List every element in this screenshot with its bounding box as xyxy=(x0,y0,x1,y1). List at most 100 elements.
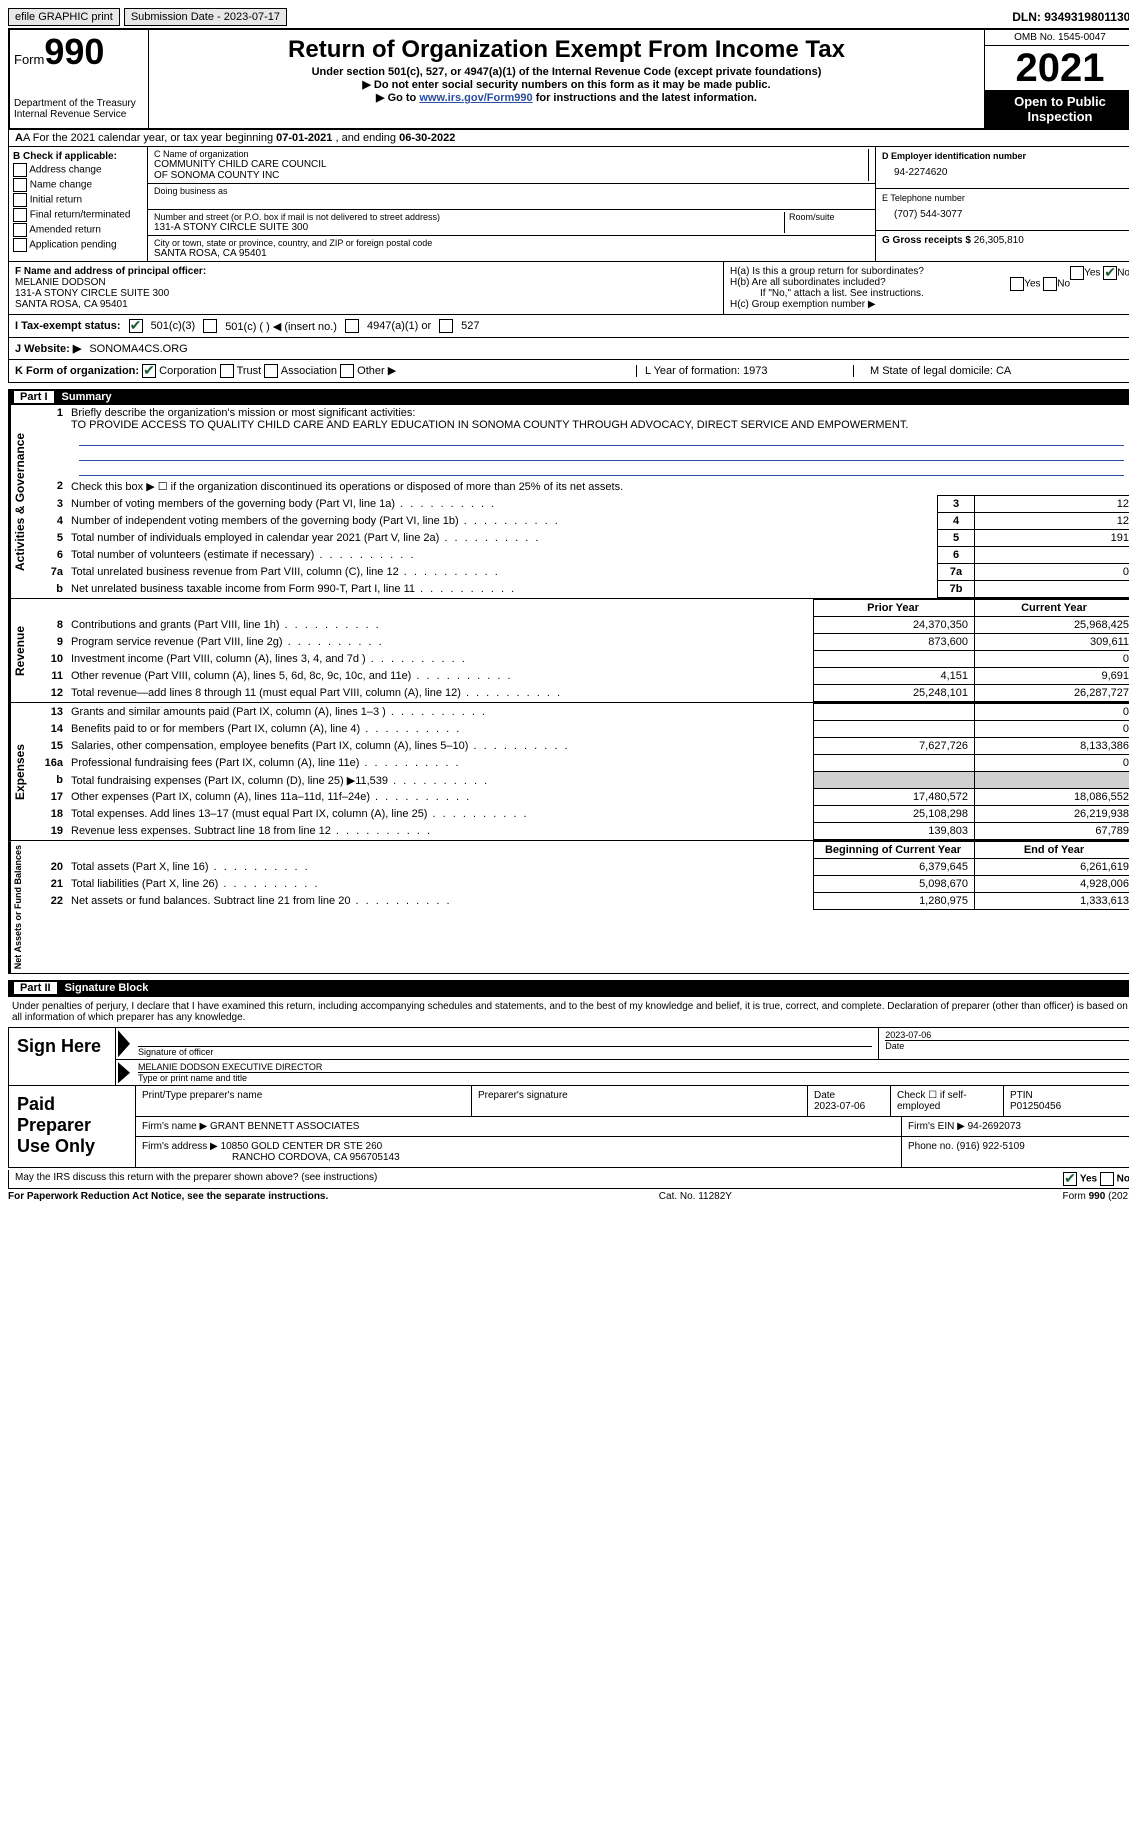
irs-label: Internal Revenue Service xyxy=(14,109,144,120)
typeprint-label: Type or print name and title xyxy=(138,1072,1129,1083)
paid-preparer-block: Paid Preparer Use Only Print/Type prepar… xyxy=(8,1086,1129,1168)
tax-year: 2021 xyxy=(985,46,1129,90)
firm-name: GRANT BENNETT ASSOCIATES xyxy=(210,1121,359,1132)
line-12: 12Total revenue—add lines 8 through 11 (… xyxy=(35,685,1129,702)
arrow-icon xyxy=(118,1062,130,1083)
line-3: 3Number of voting members of the governi… xyxy=(35,496,1129,513)
line-22: 22Net assets or fund balances. Subtract … xyxy=(35,893,1129,910)
cb-corp[interactable] xyxy=(142,364,156,378)
tel-label: E Telephone number xyxy=(882,193,1129,203)
hb-no[interactable] xyxy=(1043,277,1057,291)
line-16a: 16aProfessional fundraising fees (Part I… xyxy=(35,755,1129,772)
cb-address-change[interactable] xyxy=(13,163,27,177)
hdr-prior: Prior Year xyxy=(814,600,975,617)
ha-no[interactable] xyxy=(1103,266,1117,280)
discuss-no[interactable] xyxy=(1100,1172,1114,1186)
city-label: City or town, state or province, country… xyxy=(154,238,869,248)
pp-self-employed: Check ☐ if self-employed xyxy=(891,1086,1004,1116)
line-l: L Year of formation: 1973 xyxy=(636,365,854,377)
sig-date: 2023-07-06 xyxy=(885,1030,1129,1040)
submission-date: Submission Date - 2023-07-17 xyxy=(124,8,287,26)
l1-mission: TO PROVIDE ACCESS TO QUALITY CHILD CARE … xyxy=(71,419,908,431)
line-6: 6Total number of volunteers (estimate if… xyxy=(35,547,1129,564)
side-activities: Activities & Governance xyxy=(9,405,35,598)
line-m: M State of legal domicile: CA xyxy=(862,365,1129,377)
cb-trust[interactable] xyxy=(220,364,234,378)
cb-527[interactable] xyxy=(439,319,453,333)
hb-yes[interactable] xyxy=(1010,277,1024,291)
line-k: K Form of organization: Corporation Trus… xyxy=(8,360,1129,383)
ha-yes[interactable] xyxy=(1070,266,1084,280)
officer-addr2: SANTA ROSA, CA 95401 xyxy=(15,299,128,310)
officer-group-block: F Name and address of principal officer:… xyxy=(8,262,1129,315)
line-7a: 7aTotal unrelated business revenue from … xyxy=(35,564,1129,581)
cb-amended[interactable] xyxy=(13,223,27,237)
l1-label: Briefly describe the organization's miss… xyxy=(71,407,415,419)
part-2-header: Part II Signature Block xyxy=(8,980,1129,996)
addr-label: Number and street (or P.O. box if mail i… xyxy=(154,212,784,222)
sign-here-block: Sign Here Signature of officer 2023-07-0… xyxy=(8,1027,1129,1086)
cb-app-pending[interactable] xyxy=(13,238,27,252)
gross-label: G Gross receipts $ xyxy=(882,235,971,246)
line-17: 17Other expenses (Part IX, column (A), l… xyxy=(35,789,1129,806)
discuss-yes[interactable] xyxy=(1063,1172,1077,1186)
line-13: 13Grants and similar amounts paid (Part … xyxy=(35,704,1129,721)
dept-treasury: Department of the Treasury xyxy=(14,98,144,109)
date-label: Date xyxy=(885,1040,1129,1051)
section-revenue: Revenue Prior Year Current Year 8Contrib… xyxy=(8,599,1129,703)
section-netassets: Net Assets or Fund Balances Beginning of… xyxy=(8,841,1129,974)
website: SONOMA4CS.ORG xyxy=(89,343,187,355)
cb-final-return[interactable] xyxy=(13,208,27,222)
line-f-label: F Name and address of principal officer: xyxy=(15,266,206,277)
line-b: bTotal fundraising expenses (Part IX, co… xyxy=(35,772,1129,789)
sign-here-label: Sign Here xyxy=(9,1028,116,1085)
perjury-declaration: Under penalties of perjury, I declare th… xyxy=(8,996,1129,1027)
cb-501c3[interactable] xyxy=(129,319,143,333)
line-i: I Tax-exempt status: 501(c)(3) 501(c) ( … xyxy=(8,315,1129,338)
cb-501c[interactable] xyxy=(203,319,217,333)
line-19: 19Revenue less expenses. Subtract line 1… xyxy=(35,823,1129,840)
line-20: 20Total assets (Part X, line 16)6,379,64… xyxy=(35,859,1129,876)
line-4: 4Number of independent voting members of… xyxy=(35,513,1129,530)
firm-addr1: 10850 GOLD CENTER DR STE 260 xyxy=(221,1141,383,1152)
l2-text: Check this box ▶ ☐ if the organization d… xyxy=(67,478,1129,495)
paid-preparer-label: Paid Preparer Use Only xyxy=(9,1086,136,1167)
arrow-icon xyxy=(118,1030,130,1057)
hdr-boy: Beginning of Current Year xyxy=(814,842,975,859)
org-name: COMMUNITY CHILD CARE COUNCIL xyxy=(154,159,864,170)
hdr-curr: Current Year xyxy=(975,600,1129,617)
efile-print-button[interactable]: efile GRAPHIC print xyxy=(8,8,120,26)
form-title: Return of Organization Exempt From Incom… xyxy=(153,36,980,64)
h-b-label: H(b) Are all subordinates included? xyxy=(730,277,886,288)
line-9: 9Program service revenue (Part VIII, lin… xyxy=(35,634,1129,651)
side-netassets: Net Assets or Fund Balances xyxy=(9,841,35,973)
subtitle-3: Go to www.irs.gov/Form990 for instructio… xyxy=(153,91,980,104)
line-5: 5Total number of individuals employed in… xyxy=(35,530,1129,547)
cb-initial-return[interactable] xyxy=(13,193,27,207)
line-18: 18Total expenses. Add lines 13–17 (must … xyxy=(35,806,1129,823)
firm-ein: 94-2692073 xyxy=(968,1121,1021,1132)
side-revenue: Revenue xyxy=(9,599,35,702)
officer-typed: MELANIE DODSON EXECUTIVE DIRECTOR xyxy=(138,1062,1129,1072)
ein: 94-2274620 xyxy=(882,161,1129,184)
top-bar: efile GRAPHIC print Submission Date - 20… xyxy=(8,8,1129,26)
street-address: 131-A STONY CIRCLE SUITE 300 xyxy=(154,222,784,233)
pp-date: 2023-07-06 xyxy=(814,1101,865,1112)
line-15: 15Salaries, other compensation, employee… xyxy=(35,738,1129,755)
discuss-row: May the IRS discuss this return with the… xyxy=(8,1170,1129,1189)
city-state-zip: SANTA ROSA, CA 95401 xyxy=(154,248,869,259)
part-1-header: Part I Summary xyxy=(8,389,1129,405)
org-name-label: C Name of organization xyxy=(154,149,864,159)
section-activities: Activities & Governance 1 Briefly descri… xyxy=(8,405,1129,599)
line-10: 10Investment income (Part VIII, column (… xyxy=(35,651,1129,668)
cb-name-change[interactable] xyxy=(13,178,27,192)
cb-assoc[interactable] xyxy=(264,364,278,378)
org-name-2: OF SONOMA COUNTY INC xyxy=(154,170,864,181)
firm-phone: (916) 922-5109 xyxy=(956,1141,1024,1152)
cb-other[interactable] xyxy=(340,364,354,378)
telephone: (707) 544-3077 xyxy=(882,203,1129,226)
cb-4947[interactable] xyxy=(345,319,359,333)
line-8: 8Contributions and grants (Part VIII, li… xyxy=(35,617,1129,634)
irs-link[interactable]: www.irs.gov/Form990 xyxy=(419,92,532,104)
subtitle-1: Under section 501(c), 527, or 4947(a)(1)… xyxy=(153,66,980,78)
